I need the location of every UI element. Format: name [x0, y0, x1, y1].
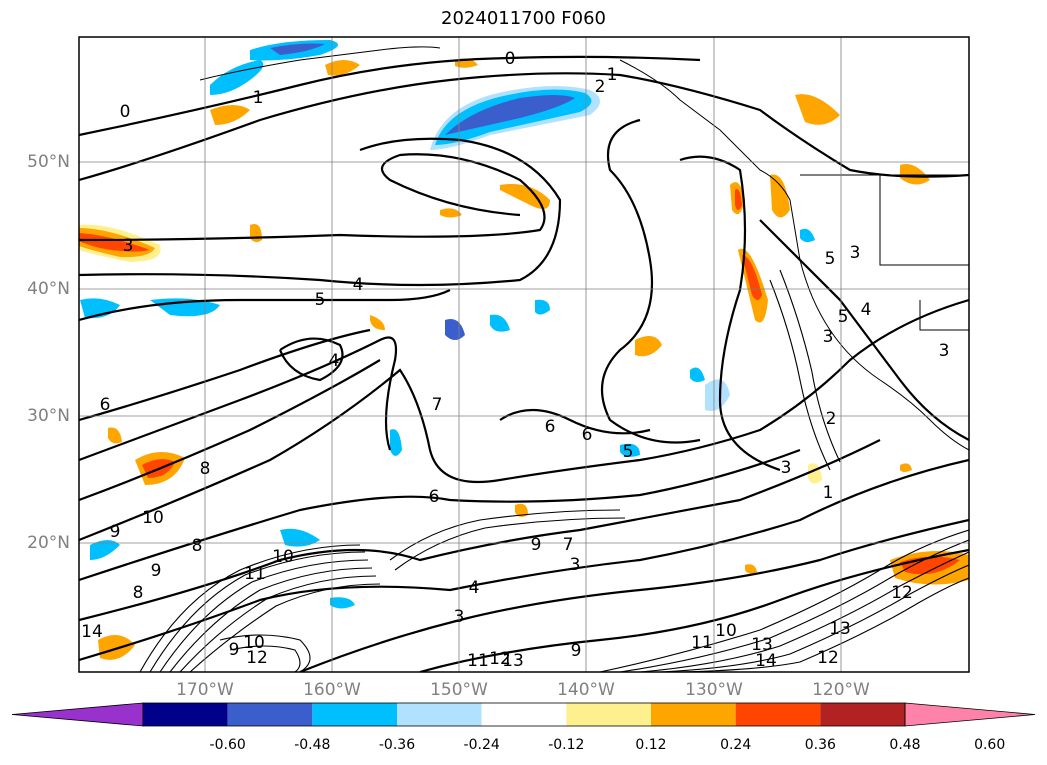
- colorbar-segment: [312, 703, 397, 726]
- colorbar-extend-high: [904, 702, 1036, 727]
- lon-label-160w: 160°W: [303, 680, 361, 700]
- colorbar-frame: [142, 702, 906, 727]
- thick-contours: [79, 55, 969, 672]
- contour-label: 12: [246, 648, 268, 668]
- map-title: 2024011700 F060: [441, 8, 606, 29]
- lat-label-50n: 50°N: [27, 152, 70, 172]
- contour-label: 0: [120, 102, 131, 122]
- contour-label: 10: [142, 508, 164, 528]
- contour-label: 11: [467, 651, 489, 671]
- contour-label: 1: [607, 65, 618, 85]
- contour-label: 13: [829, 619, 851, 639]
- lon-label-120w: 120°W: [812, 680, 870, 700]
- contour-label: 11: [691, 633, 713, 653]
- colorbar-segment: [566, 703, 651, 726]
- contour-label: 3: [939, 341, 950, 361]
- colorbar-extend-low: [11, 702, 144, 727]
- contour-label: 3: [123, 236, 134, 256]
- lon-label-150w: 150°W: [430, 680, 488, 700]
- contour-label: 5: [315, 290, 326, 310]
- contour-label: 6: [582, 425, 593, 445]
- contour-label: 7: [432, 395, 443, 415]
- contour-label: 12: [891, 583, 913, 603]
- contour-label: 9: [531, 535, 542, 555]
- colorbar-tick-label: 0.12: [635, 737, 667, 753]
- contour-label: 3: [781, 458, 792, 478]
- contour-label: 9: [229, 640, 240, 660]
- contour-label: 3: [823, 327, 834, 347]
- lon-label-170w: 170°W: [176, 680, 234, 700]
- colorbar-segment: [820, 703, 905, 726]
- contour-label: 3: [454, 607, 465, 627]
- contour-label: 4: [469, 578, 480, 598]
- contour-label: 6: [429, 487, 440, 507]
- contour-label: 7: [563, 535, 574, 555]
- colorbar-segment: [397, 703, 482, 726]
- contour-label: 13: [502, 651, 524, 671]
- colorbar-tick-label: -0.48: [294, 737, 331, 753]
- contour-label: 4: [329, 351, 340, 371]
- map-frame: [78, 36, 970, 673]
- colorbar-tick-label: 0.60: [974, 737, 1006, 753]
- contour-label: 10: [715, 621, 737, 641]
- contour-label: 5: [623, 442, 634, 462]
- coastlines: [199, 46, 969, 451]
- contour-label: 8: [200, 459, 211, 479]
- lat-label-40n: 40°N: [27, 279, 70, 299]
- contour-label: 5: [838, 307, 849, 327]
- contour-label: 3: [850, 243, 861, 263]
- lat-label-30n: 30°N: [27, 406, 70, 426]
- contour-label: 5: [825, 249, 836, 269]
- contour-label: 9: [110, 522, 121, 542]
- colorbar-tick-label: -0.24: [463, 737, 500, 753]
- contour-label: 0: [505, 49, 516, 69]
- contour-label: 11: [244, 564, 266, 584]
- graticule: [79, 37, 969, 672]
- contour-label: 10: [272, 547, 294, 567]
- contour-label: 13: [751, 635, 773, 655]
- contour-label: 2: [595, 77, 606, 97]
- contour-label: 2: [826, 409, 837, 429]
- colorbar: [11, 702, 1036, 727]
- contour-label: 1: [823, 483, 834, 503]
- contour-label: 8: [192, 536, 203, 556]
- colorbar-segment: [651, 703, 736, 726]
- colorbar-tick-label: -0.60: [209, 737, 246, 753]
- contour-label: 3: [570, 555, 581, 575]
- colorbar-tick-label: 0.36: [804, 737, 836, 753]
- contour-label: 12: [489, 649, 511, 669]
- contour-label: 9: [571, 641, 582, 661]
- contour-label: 6: [100, 395, 111, 415]
- contour-label: 9: [151, 561, 162, 581]
- colorbar-segment: [143, 703, 228, 726]
- colorbar-tick-label: 0.24: [720, 737, 752, 753]
- contour-label: 14: [81, 622, 103, 642]
- contour-label: 1: [253, 88, 264, 108]
- contour-label: 8: [133, 583, 144, 603]
- contour-label: 10: [243, 633, 265, 653]
- colorbar-tick-label: -0.12: [548, 737, 585, 753]
- colorbar-tick-label: 0.48: [889, 737, 921, 753]
- lon-label-130w: 130°W: [685, 680, 743, 700]
- contour-label: 6: [545, 417, 556, 437]
- colorbar-segment: [481, 703, 567, 726]
- contour-label: 4: [861, 300, 872, 320]
- lat-label-20n: 20°N: [27, 533, 70, 553]
- colorbar-segment: [227, 703, 313, 726]
- contour-label: 12: [817, 648, 839, 668]
- contour-label: 14: [755, 651, 777, 671]
- lon-label-140w: 140°W: [557, 680, 615, 700]
- colorbar-tick-label: -0.36: [378, 737, 416, 753]
- contour-label: 4: [353, 275, 364, 295]
- colorbar-segment: [735, 703, 821, 726]
